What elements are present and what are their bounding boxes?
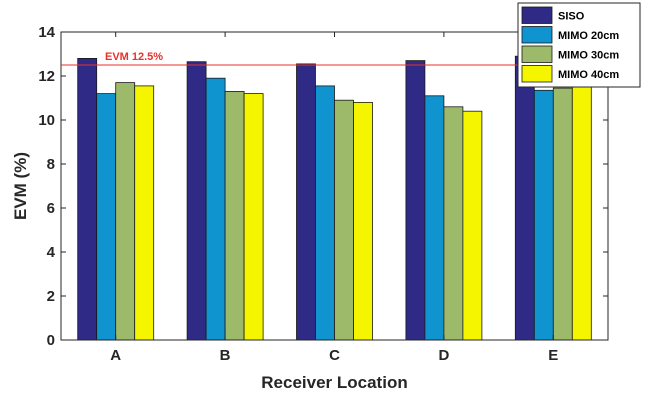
legend-label-mimo-20cm: MIMO 20cm [558, 30, 619, 42]
bar-mimo-40cm-c [353, 102, 373, 341]
y-tick-label: 4 [47, 244, 56, 261]
bar-mimo-40cm-b [243, 93, 264, 341]
bar-mimo-20cm-c [315, 85, 335, 341]
bar-siso-b [186, 61, 207, 341]
evm-threshold-label: EVM 12.5% [105, 51, 163, 63]
bars-group [77, 55, 592, 341]
legend-label-siso: SISO [558, 11, 585, 23]
bar-mimo-20cm-b [205, 77, 226, 341]
x-tick-label: D [438, 347, 449, 364]
x-tick-label: C [329, 347, 340, 364]
bar-mimo-30cm-e [552, 87, 573, 341]
bar-mimo-30cm-c [334, 99, 354, 341]
x-tick-label: B [220, 347, 231, 364]
legend-swatch-siso [521, 6, 553, 24]
axes-group: 0 2 4 6 8 10 12 14 A B C D E [38, 24, 609, 364]
x-tick-label: A [110, 347, 121, 364]
legend-swatch-mimo-30cm [521, 45, 553, 63]
bar-mimo-30cm-a [115, 82, 136, 341]
y-tick-label: 2 [47, 288, 55, 305]
bar-mimo-40cm-d [462, 110, 483, 341]
bar-mimo-30cm-d [443, 106, 464, 341]
y-axis-label: EVM (%) [11, 152, 30, 220]
legend-swatch-mimo-20cm [521, 26, 553, 44]
y-tick-label: 0 [47, 332, 55, 349]
legend: SISO MIMO 20cm MIMO 30cm MIMO 40cm [517, 2, 641, 88]
bar-siso-d [405, 60, 426, 341]
bar-mimo-30cm-b [224, 91, 245, 341]
bar-mimo-40cm-a [134, 85, 155, 341]
y-tick-label: 14 [38, 24, 55, 41]
x-tick-label: E [548, 347, 558, 364]
legend-swatch-mimo-40cm [521, 65, 553, 83]
bar-siso-c [296, 63, 316, 341]
legend-label-mimo-30cm: MIMO 30cm [558, 50, 619, 62]
x-axis-label: Receiver Location [261, 373, 407, 392]
y-tick-label: 10 [38, 112, 55, 129]
bar-mimo-20cm-a [96, 93, 117, 341]
y-tick-label: 6 [47, 200, 55, 217]
bar-mimo-20cm-e [533, 89, 554, 341]
y-tick-label: 12 [38, 68, 55, 85]
legend-label-mimo-40cm: MIMO 40cm [558, 69, 619, 81]
bar-siso-a [77, 58, 98, 341]
y-tick-label: 8 [47, 156, 55, 173]
bar-siso-e [514, 55, 535, 341]
bar-mimo-20cm-d [424, 95, 445, 341]
bar-mimo-40cm-e [571, 82, 592, 341]
